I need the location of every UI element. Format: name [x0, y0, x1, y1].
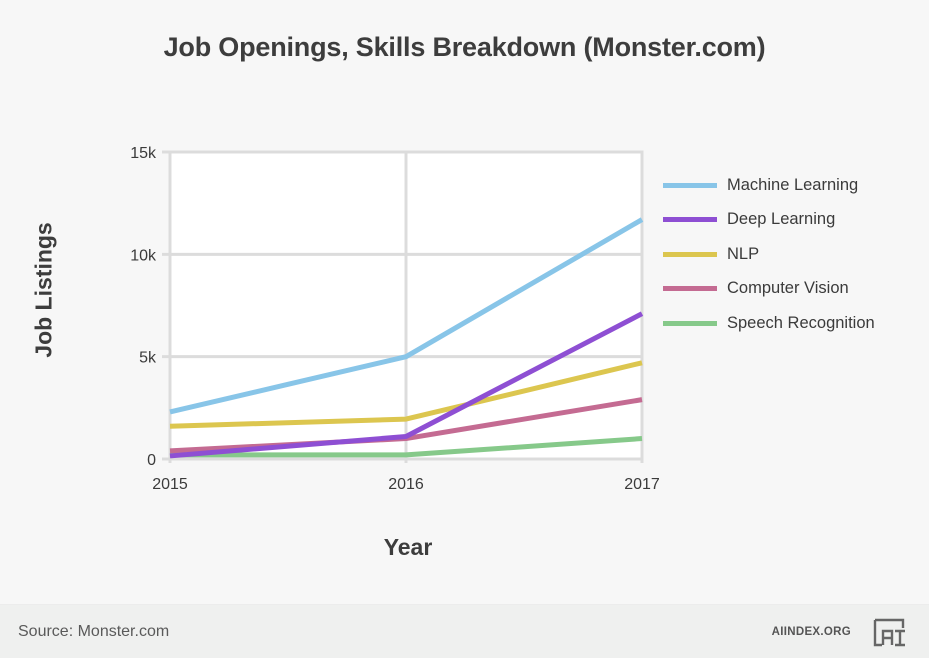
- legend-label: Computer Vision: [727, 279, 849, 298]
- legend-label: Speech Recognition: [727, 313, 875, 332]
- legend-swatch: [663, 217, 717, 223]
- legend-label: NLP: [727, 244, 760, 263]
- axis-ticks: 0 5k 10k 15k 2015 2016 2017: [130, 145, 660, 493]
- legend-item-speech-recognition[interactable]: Speech Recognition: [663, 306, 875, 341]
- legend-item-machine-learning[interactable]: Machine Learning: [663, 168, 875, 203]
- x-tick-label: 2016: [388, 476, 424, 493]
- plot-area: 0 5k 10k 15k 2015 2016 2017: [130, 145, 660, 493]
- footer: Source: Monster.com AIINDEX.ORG: [0, 604, 929, 658]
- series-lines: [169, 217, 644, 459]
- x-axis-label: Year: [383, 534, 433, 560]
- series-line-nlp: [169, 360, 643, 429]
- brand-link[interactable]: AIINDEX.ORG: [771, 626, 851, 638]
- y-tick-label: 5k: [139, 350, 157, 367]
- chart-title: Job Openings, Skills Breakdown (Monster.…: [163, 32, 766, 62]
- legend-item-nlp[interactable]: NLP: [663, 237, 875, 272]
- legend-swatch: [663, 320, 717, 326]
- y-tick-label: 15k: [130, 145, 157, 162]
- y-tick-label: 10k: [130, 247, 157, 264]
- legend-swatch: [663, 286, 717, 292]
- y-tick-label: 0: [147, 452, 156, 469]
- legend-label: Machine Learning: [727, 175, 859, 194]
- series-line-machine-learning: [169, 217, 644, 415]
- legend-label: Deep Learning: [727, 210, 836, 229]
- legend-swatch: [663, 251, 717, 257]
- series-line-speech-recognition: [170, 436, 643, 458]
- legend-swatch: [663, 182, 717, 188]
- series-line-deep-learning: [169, 311, 644, 459]
- ai-index-logo-icon: [873, 618, 905, 647]
- source-text: Source: Monster.com: [18, 623, 170, 640]
- legend: Machine Learning Deep Learning NLP Compu…: [663, 168, 875, 341]
- legend-item-deep-learning[interactable]: Deep Learning: [663, 203, 875, 238]
- x-tick-label: 2015: [152, 476, 188, 493]
- grid: [162, 150, 644, 463]
- x-tick-label: 2017: [624, 476, 660, 493]
- legend-item-computer-vision[interactable]: Computer Vision: [663, 272, 875, 307]
